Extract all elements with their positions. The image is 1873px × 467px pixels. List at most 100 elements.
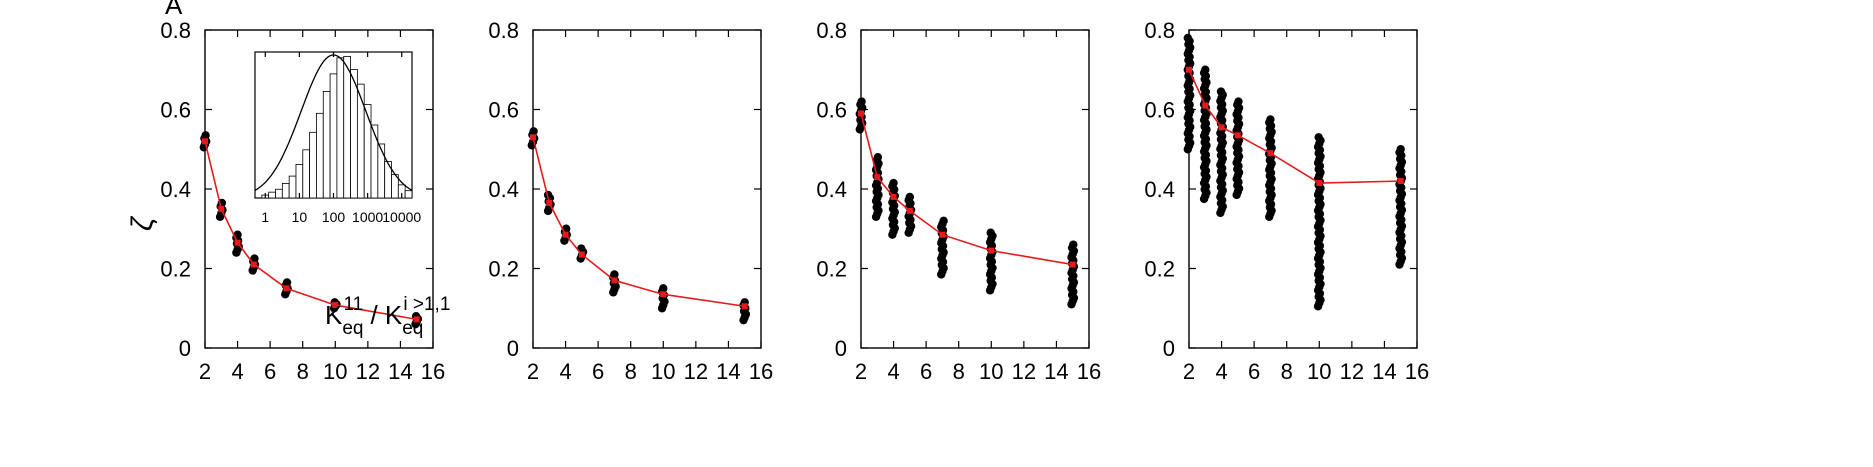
- data-point: [905, 192, 915, 202]
- mean-marker: [741, 303, 748, 310]
- data-point: [282, 278, 292, 287]
- x-tick-label: 10: [1307, 359, 1331, 384]
- y-tick-label: 0: [1163, 336, 1175, 361]
- inset-bar: [268, 191, 276, 199]
- y-tick-label: 0.6: [1144, 98, 1175, 123]
- data-point: [1314, 133, 1323, 142]
- mean-marker: [578, 251, 585, 258]
- data-point: [610, 270, 619, 279]
- y-tick-label: 0.4: [160, 177, 191, 202]
- y-tick-label: 0.2: [160, 257, 191, 282]
- mean-marker: [250, 261, 257, 268]
- y-tick-label: 0.4: [1144, 177, 1175, 202]
- inset-bar: [281, 182, 290, 199]
- data-point: [857, 97, 866, 106]
- mean-marker: [1069, 261, 1076, 268]
- data-point: [1234, 97, 1243, 106]
- mean-marker: [283, 285, 290, 292]
- inset-x-tick-label: 10000: [382, 209, 421, 225]
- y-tick-label: 0.6: [488, 98, 519, 123]
- inset-x-tick-label: 1000: [352, 209, 383, 225]
- y-tick-label: 0.8: [160, 18, 191, 43]
- inset-bar: [404, 190, 413, 199]
- mean-marker: [332, 302, 339, 309]
- mean-marker: [611, 277, 618, 284]
- x-tick-label: 12: [1340, 359, 1364, 384]
- data-point: [1183, 33, 1193, 43]
- data-point: [201, 131, 210, 140]
- mean-marker: [1186, 66, 1192, 73]
- mean-marker: [874, 174, 881, 181]
- inset-bar: [275, 188, 283, 199]
- mean-marker: [413, 316, 420, 323]
- mean-marker: [234, 239, 241, 246]
- plot-panel-2: 2 4 6 8 10 12 14 16 0 0.2 0.4 0.6 0.8: [488, 18, 773, 384]
- inset-histogram: 1 10 100 1000 10000: [254, 51, 421, 225]
- y-tick-label: 0.2: [816, 257, 847, 282]
- y-tick-label: 0.6: [160, 98, 191, 123]
- mean-marker: [202, 138, 208, 145]
- x-tick-label: 14: [1044, 359, 1068, 384]
- x-tick-label: 16: [749, 359, 773, 384]
- mean-line: [532, 137, 745, 308]
- mean-marker: [1234, 132, 1241, 139]
- x-tick-label: 2: [199, 359, 211, 384]
- mean-marker: [1397, 178, 1404, 185]
- x-tick-label: 2: [527, 359, 539, 384]
- x-tick-label: 12: [356, 359, 380, 384]
- inset-bar: [377, 143, 386, 199]
- inset-bar: [356, 83, 365, 199]
- data-point: [939, 216, 948, 225]
- x-tick-label: 16: [421, 359, 445, 384]
- data-point: [250, 254, 259, 263]
- inset-x-tick-label: 100: [322, 209, 346, 225]
- x-tick-label: 12: [1012, 359, 1036, 384]
- data-point: [1266, 115, 1275, 124]
- x-tick-label: 8: [625, 359, 637, 384]
- x-tick-label: 10: [651, 359, 675, 384]
- mean-marker: [890, 193, 897, 200]
- data-point: [873, 153, 883, 162]
- x-tick-label: 6: [920, 359, 932, 384]
- x-tick-label: 14: [388, 359, 412, 384]
- plot-frame: [532, 29, 762, 349]
- inset-bar: [329, 73, 338, 199]
- x-tick-label: 8: [953, 359, 965, 384]
- x-tick-label: 2: [855, 359, 867, 384]
- inset-bar: [295, 164, 304, 199]
- inset-x-tick-label: 10: [292, 209, 308, 225]
- x-tick-label: 4: [231, 359, 243, 384]
- x-tick-label: 10: [979, 359, 1003, 384]
- x-tick-label: 14: [1372, 359, 1396, 384]
- mean-marker: [1218, 124, 1225, 131]
- y-tick-label: 0.4: [816, 177, 847, 202]
- x-tick-label: 2: [1183, 359, 1195, 384]
- x-tick-label: 12: [684, 359, 708, 384]
- inset-x-axis-label: Keq11 / Keqi >1,1: [325, 294, 450, 339]
- x-tick-label: 4: [1215, 359, 1227, 384]
- data-point: [1201, 65, 1210, 74]
- y-tick-label: 0.2: [488, 257, 519, 282]
- mean-marker: [546, 199, 553, 206]
- mean-marker: [1316, 180, 1323, 187]
- mean-marker: [660, 291, 667, 298]
- inset-bar: [343, 55, 351, 199]
- inset-x-tick-label: 1: [261, 209, 269, 225]
- x-tick-label: 10: [323, 359, 347, 384]
- x-tick-label: 8: [1281, 359, 1293, 384]
- x-tick-label: 6: [1248, 359, 1260, 384]
- plot-panel-4: 2 4 6 8 10 12 14 16 0 0.2 0.4 0.6 0.8: [1144, 18, 1429, 384]
- x-tick-label: 4: [887, 359, 899, 384]
- mean-marker: [1267, 150, 1274, 157]
- data-point: [577, 244, 586, 253]
- data-point: [1069, 240, 1078, 249]
- plot-panel-3: 2 4 6 8 10 12 14 16 0 0.2 0.4 0.6 0.8: [816, 18, 1101, 384]
- inset-bar: [302, 149, 311, 199]
- mean-marker: [939, 231, 946, 238]
- y-tick-label: 0: [835, 336, 847, 361]
- y-tick-label: 0: [179, 336, 191, 361]
- mean-marker: [906, 207, 913, 214]
- mean-marker: [1202, 102, 1209, 109]
- inset-bar: [370, 124, 379, 199]
